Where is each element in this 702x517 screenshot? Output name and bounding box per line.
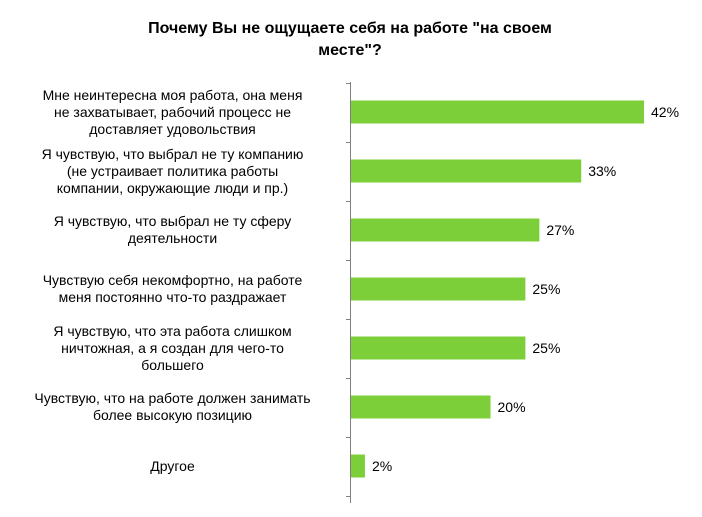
data-label-1: 33%: [588, 163, 616, 179]
data-label-3: 25%: [532, 281, 560, 297]
bar-2: [351, 218, 540, 242]
data-label-0: 42%: [651, 104, 679, 120]
bar-1: [351, 159, 582, 183]
bar-5: [351, 395, 491, 419]
bar-0: [351, 100, 644, 124]
data-label-5: 20%: [498, 399, 526, 415]
data-label-2: 27%: [546, 222, 574, 238]
category-label-3: Чувствую себя некомфортно, на работе мен…: [42, 272, 303, 305]
bar-3: [351, 277, 526, 301]
chart-title: Почему Вы не ощущаете себя на работе "на…: [148, 20, 552, 59]
category-label-1: Я чувствую, что выбрал не ту компанию (н…: [41, 145, 304, 196]
category-label-2: Я чувствую, что выбрал не ту сферу деяте…: [53, 213, 292, 246]
category-label-6: Другое: [150, 457, 195, 474]
bar-6: [351, 454, 365, 478]
data-label-6: 2%: [372, 458, 392, 474]
category-label-0: Мне неинтересна моя работа, она меня не …: [42, 86, 303, 137]
data-label-4: 25%: [532, 340, 560, 356]
bar-4: [351, 336, 526, 360]
category-label-4: Я чувствую, что эта работа слишком ничто…: [53, 322, 292, 373]
category-label-5: Чувствую, что на работе должен занимать …: [34, 390, 311, 423]
